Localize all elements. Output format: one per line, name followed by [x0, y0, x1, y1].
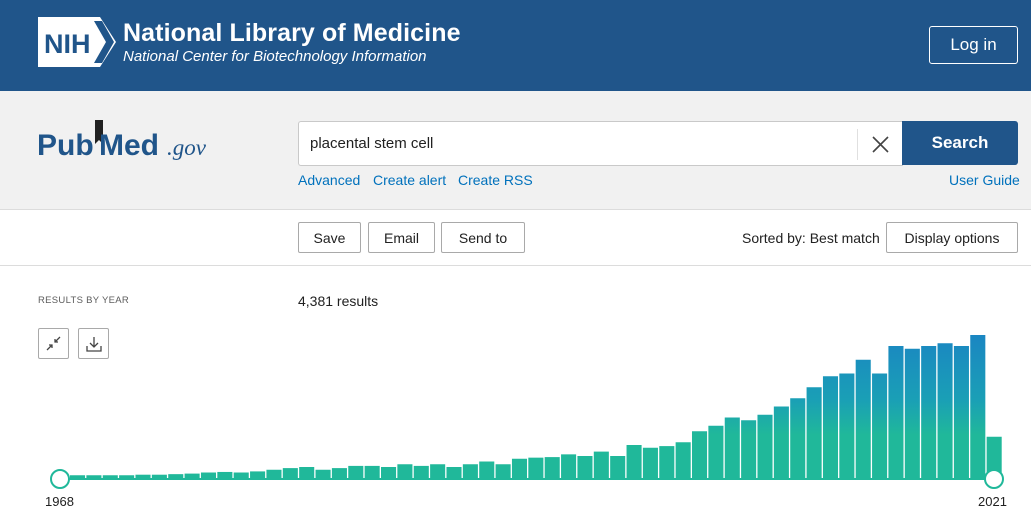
pubmed-logo-gov: .gov	[167, 135, 207, 160]
year-bar[interactable]	[610, 456, 626, 478]
year-bar[interactable]	[364, 465, 380, 478]
year-bar[interactable]	[102, 475, 118, 478]
year-bar[interactable]	[86, 475, 102, 478]
year-bar[interactable]	[937, 343, 953, 478]
year-bar[interactable]	[250, 471, 266, 478]
year-bar[interactable]	[381, 467, 397, 478]
results-count: 4,381 results	[298, 293, 379, 309]
results-action-bar: Save Email Send to Sorted by: Best match…	[0, 210, 1031, 266]
pubmed-logo-med: Med	[99, 129, 159, 162]
year-bar[interactable]	[888, 346, 904, 478]
year-bar[interactable]	[70, 475, 86, 478]
chart-bars	[70, 335, 1002, 478]
year-bar[interactable]	[953, 346, 969, 478]
pubmed-logo[interactable]: Pub Med .gov	[37, 116, 227, 166]
year-bar[interactable]	[970, 335, 986, 478]
year-bar[interactable]	[200, 472, 217, 479]
nih-header: NIH National Library of Medicine Nationa…	[0, 0, 1031, 91]
email-button[interactable]: Email	[368, 222, 435, 253]
year-bar[interactable]	[561, 454, 577, 478]
nih-logo-text: NIH	[44, 29, 91, 59]
year-bar[interactable]	[741, 420, 757, 478]
user-guide-link[interactable]: User Guide	[949, 172, 1020, 188]
pubmed-logo-pub: Pub	[37, 129, 94, 162]
save-button[interactable]: Save	[298, 222, 361, 253]
year-bar[interactable]	[511, 458, 528, 478]
search-box[interactable]: placental stem cell	[298, 121, 903, 166]
results-by-year-chart[interactable]	[0, 320, 1031, 515]
send-to-button[interactable]: Send to	[441, 222, 525, 253]
year-bar[interactable]	[642, 447, 658, 478]
year-bar[interactable]	[299, 467, 315, 478]
year-bar[interactable]	[135, 474, 151, 478]
year-bar[interactable]	[904, 348, 920, 478]
year-axis-end-label: 2021	[978, 494, 1007, 509]
results-by-year-label: RESULTS BY YEAR	[38, 295, 130, 306]
nlm-title[interactable]: National Library of Medicine	[123, 19, 461, 47]
year-bar[interactable]	[855, 359, 871, 478]
year-bar[interactable]	[233, 472, 249, 479]
year-bar[interactable]	[659, 446, 675, 478]
download-icon	[85, 336, 102, 352]
year-bar[interactable]	[413, 465, 429, 478]
year-bar[interactable]	[790, 398, 806, 478]
year-bar[interactable]	[184, 473, 200, 478]
year-bar[interactable]	[119, 475, 135, 478]
create-rss-link[interactable]: Create RSS	[458, 172, 533, 188]
year-bar[interactable]	[822, 376, 839, 478]
sort-order-label[interactable]: Sorted by: Best match	[742, 230, 880, 246]
year-slider-start-handle[interactable]	[50, 469, 70, 489]
search-band: Pub Med .gov placental stem cell Search …	[0, 91, 1031, 210]
year-bar[interactable]	[348, 465, 364, 478]
collapse-icon	[46, 336, 61, 351]
collapse-chart-button[interactable]	[38, 328, 69, 359]
year-bar[interactable]	[495, 464, 511, 478]
year-bar[interactable]	[331, 468, 347, 478]
ncbi-subtitle: National Center for Biotechnology Inform…	[123, 48, 427, 65]
year-bar[interactable]	[397, 464, 413, 478]
year-bar[interactable]	[872, 373, 888, 479]
year-bar[interactable]	[446, 467, 462, 478]
year-bar[interactable]	[839, 373, 855, 479]
year-bar[interactable]	[708, 425, 724, 478]
search-input[interactable]: placental stem cell	[310, 135, 434, 152]
year-bar[interactable]	[757, 414, 773, 478]
year-bar[interactable]	[921, 346, 937, 478]
close-icon	[872, 136, 889, 153]
year-bar[interactable]	[282, 468, 298, 478]
year-bar[interactable]	[986, 436, 1002, 478]
download-chart-button[interactable]	[78, 328, 109, 359]
nih-logo[interactable]: NIH	[38, 17, 116, 67]
year-bar[interactable]	[462, 464, 478, 478]
year-bar[interactable]	[773, 406, 789, 479]
create-alert-link[interactable]: Create alert	[373, 172, 447, 188]
year-bar[interactable]	[168, 474, 184, 478]
year-bar[interactable]	[479, 461, 495, 479]
clear-search-button[interactable]	[857, 129, 903, 160]
search-button[interactable]: Search	[902, 121, 1018, 165]
year-bar[interactable]	[544, 457, 560, 478]
year-bar[interactable]	[430, 464, 446, 478]
year-bar[interactable]	[217, 471, 233, 478]
year-bar[interactable]	[577, 456, 593, 478]
year-bar[interactable]	[626, 445, 642, 478]
year-bar[interactable]	[528, 457, 544, 478]
bookmark-icon	[95, 120, 103, 144]
display-options-button[interactable]: Display options	[886, 222, 1018, 253]
year-slider-end-handle[interactable]	[984, 469, 1004, 489]
year-bar[interactable]	[724, 417, 740, 479]
year-bar[interactable]	[675, 442, 691, 478]
year-bar[interactable]	[692, 431, 708, 478]
year-bar[interactable]	[593, 451, 609, 478]
advanced-search-link[interactable]: Advanced	[298, 172, 361, 188]
year-bar[interactable]	[151, 474, 167, 478]
year-bar[interactable]	[266, 469, 282, 478]
year-bar[interactable]	[806, 387, 822, 478]
login-button[interactable]: Log in	[929, 26, 1018, 64]
year-bar[interactable]	[315, 469, 331, 478]
year-axis-start-label: 1968	[45, 494, 74, 509]
